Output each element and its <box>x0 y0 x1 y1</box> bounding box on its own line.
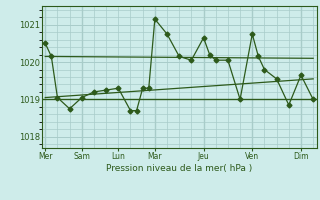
X-axis label: Pression niveau de la mer( hPa ): Pression niveau de la mer( hPa ) <box>106 164 252 173</box>
